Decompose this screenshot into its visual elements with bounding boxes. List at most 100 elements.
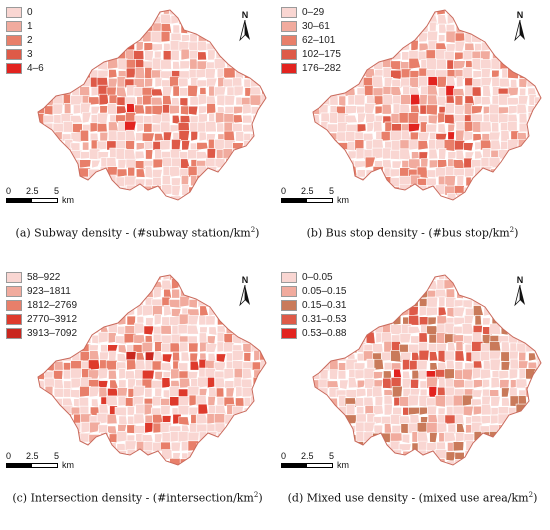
panel-caption: (a) Subway density - (#subway station/km… [15,226,260,240]
legend-swatch [281,313,297,325]
legend: 0 1 2 3 4–6 [6,6,44,76]
north-arrow: N [235,275,255,311]
north-arrow-icon [514,284,525,307]
north-arrow-icon [514,19,525,42]
north-arrow-icon [239,19,250,42]
choropleth-map-bus-stop [312,9,542,201]
legend-label: 58–922 [27,271,61,283]
scale-unit: km [337,460,349,470]
north-label: N [241,10,249,20]
legend-item: 0.53–0.88 [281,327,347,339]
legend-item: 0–29 [281,6,341,18]
legend-label: 102–175 [302,48,341,60]
north-label: N [516,275,524,285]
scale-tick: 5 [329,186,335,196]
legend-item: 0 [6,6,44,18]
legend-item: 2770–3912 [6,313,77,325]
legend-label: 0–29 [302,6,325,18]
legend-label: 4–6 [27,62,44,74]
legend-label: 923–1811 [27,285,71,297]
scale-bar: 0 2.5 5 km [6,186,116,216]
legend-item: 3913–7092 [6,327,77,339]
north-arrow: N [235,10,255,46]
north-arrow-icon [239,284,250,307]
panel-caption: (d) Mixed use density - (mixed use area/… [287,491,538,505]
legend-swatch [6,313,22,325]
choropleth-map-intersection [37,274,267,466]
choropleth-map-mixed-use [312,274,542,466]
legend-swatch [6,6,22,18]
legend-label: 0 [27,6,33,18]
scale-tick: 2.5 [301,186,314,196]
scale-bar: 0 2.5 5 km [281,186,391,216]
legend-label: 0.15–0.31 [302,299,347,311]
scale-unit: km [62,195,74,205]
legend-swatch [6,20,22,32]
north-label: N [241,275,249,285]
legend-swatch [6,327,22,339]
choropleth-map-subway [37,9,267,201]
legend-item: 4–6 [6,62,44,74]
legend-item: 0.15–0.31 [281,299,347,311]
scale-unit: km [62,460,74,470]
legend-label: 0.53–0.88 [302,327,347,339]
scale-tick: 0 [6,186,12,196]
legend-swatch [281,299,297,311]
scale-tick: 0 [281,451,287,461]
scale-tick: 0 [6,451,12,461]
legend: 0–29 30–61 62–101 102–175 176–282 [281,6,341,76]
legend: 0–0.05 0.05–0.15 0.15–0.31 0.31–0.53 0.5… [281,271,347,341]
legend-label: 3 [27,48,33,60]
legend-swatch [281,48,297,60]
legend-label: 0.05–0.15 [302,285,347,297]
legend-swatch [281,34,297,46]
legend-swatch [281,271,297,283]
map-panel-bus-stop-density: 0–29 30–61 62–101 102–175 176–282 N 0 2.5… [275,0,550,265]
scale-tick: 5 [54,186,60,196]
legend-item: 176–282 [281,62,341,74]
scale-tick: 5 [54,451,60,461]
legend-item: 0–0.05 [281,271,347,283]
north-arrow: N [510,275,530,311]
legend-label: 0.31–0.53 [302,313,347,325]
legend-item: 62–101 [281,34,341,46]
legend-item: 1 [6,20,44,32]
legend-label: 62–101 [302,34,336,46]
legend-label: 30–61 [302,20,330,32]
legend-label: 176–282 [302,62,341,74]
legend-label: 0–0.05 [302,271,333,283]
scale-bar: 0 2.5 5 km [6,451,116,481]
map-panel-subway-density: 0 1 2 3 4–6 N 0 2.5 5 km (a) Subway densit… [0,0,275,265]
legend-swatch [281,6,297,18]
scale-bar: 0 2.5 5 km [281,451,391,481]
legend-swatch [6,62,22,74]
legend-item: 102–175 [281,48,341,60]
legend-label: 2770–3912 [27,313,78,325]
legend-swatch [281,285,297,297]
panel-caption: (c) Intersection density - (#intersectio… [12,491,263,505]
scale-tick: 2.5 [26,451,39,461]
scale-tick: 2.5 [301,451,314,461]
legend-item: 58–922 [6,271,77,283]
legend-item: 2 [6,34,44,46]
scale-tick: 0 [281,186,287,196]
legend-swatch [6,34,22,46]
legend-swatch [6,299,22,311]
panel-caption: (b) Bus stop density - (#bus stop/km2) [306,226,519,240]
legend-label: 1812–2769 [27,299,78,311]
scale-tick: 5 [329,451,335,461]
legend-swatch [6,285,22,297]
map-panel-intersection-density: 58–922 923–1811 1812–2769 2770–3912 3913… [0,265,275,530]
map-panel-mixed-use-density: 0–0.05 0.05–0.15 0.15–0.31 0.31–0.53 0.5… [275,265,550,530]
legend-item: 1812–2769 [6,299,77,311]
legend-item: 0.31–0.53 [281,313,347,325]
legend-label: 2 [27,34,33,46]
legend-swatch [281,62,297,74]
legend: 58–922 923–1811 1812–2769 2770–3912 3913… [6,271,77,341]
legend-label: 1 [27,20,33,32]
legend-swatch [281,327,297,339]
legend-label: 3913–7092 [27,327,78,339]
scale-unit: km [337,195,349,205]
legend-item: 923–1811 [6,285,77,297]
legend-item: 0.05–0.15 [281,285,347,297]
